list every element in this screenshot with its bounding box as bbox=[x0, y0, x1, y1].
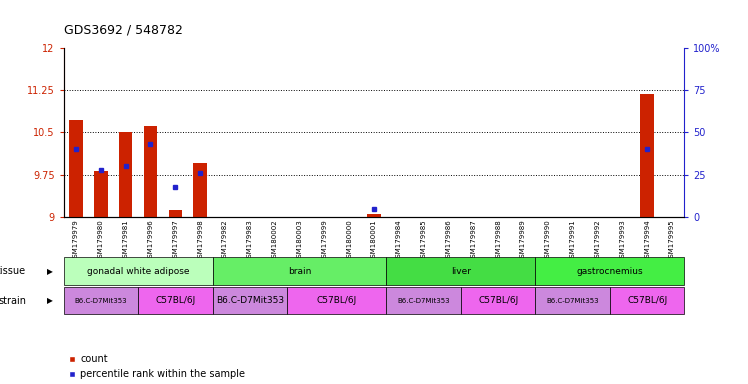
Bar bbox=[138, 287, 212, 314]
Bar bbox=[64, 287, 138, 314]
Text: GSM179990: GSM179990 bbox=[545, 219, 551, 262]
Bar bbox=[367, 214, 381, 217]
Bar bbox=[287, 287, 387, 314]
Text: GSM179989: GSM179989 bbox=[520, 219, 526, 262]
Text: GSM179993: GSM179993 bbox=[619, 219, 625, 262]
Text: GSM179996: GSM179996 bbox=[147, 219, 153, 262]
Text: GSM180002: GSM180002 bbox=[272, 219, 278, 262]
Text: ▶: ▶ bbox=[46, 266, 52, 276]
Bar bbox=[461, 287, 536, 314]
Text: tissue: tissue bbox=[0, 266, 26, 276]
Bar bbox=[536, 287, 610, 314]
Text: GSM180001: GSM180001 bbox=[371, 219, 377, 262]
Bar bbox=[144, 126, 157, 217]
Text: GSM179980: GSM179980 bbox=[98, 219, 104, 262]
Text: GSM179983: GSM179983 bbox=[247, 219, 253, 262]
Text: GSM179988: GSM179988 bbox=[495, 219, 501, 262]
Bar bbox=[64, 257, 212, 285]
Bar bbox=[610, 287, 684, 314]
Legend: count, percentile rank within the sample: count, percentile rank within the sample bbox=[68, 354, 245, 379]
Bar bbox=[193, 164, 207, 217]
Text: GSM179982: GSM179982 bbox=[222, 219, 228, 262]
Text: B6.C-D7Mit353: B6.C-D7Mit353 bbox=[75, 298, 127, 304]
Text: GSM179997: GSM179997 bbox=[172, 219, 178, 262]
Text: GSM179981: GSM179981 bbox=[123, 219, 129, 262]
Text: GSM179999: GSM179999 bbox=[322, 219, 328, 262]
Text: B6.C-D7Mit353: B6.C-D7Mit353 bbox=[215, 296, 284, 305]
Text: brain: brain bbox=[288, 266, 311, 276]
Text: C57BL/6J: C57BL/6J bbox=[478, 296, 518, 305]
Bar bbox=[168, 210, 183, 217]
Text: GSM180003: GSM180003 bbox=[296, 219, 302, 262]
Text: GSM179998: GSM179998 bbox=[197, 219, 203, 262]
Text: GSM179985: GSM179985 bbox=[420, 219, 426, 262]
Text: GSM179986: GSM179986 bbox=[446, 219, 452, 262]
Bar bbox=[94, 171, 108, 217]
Text: GSM179992: GSM179992 bbox=[595, 219, 601, 262]
Text: gastrocnemius: gastrocnemius bbox=[577, 266, 643, 276]
Text: C57BL/6J: C57BL/6J bbox=[155, 296, 195, 305]
Text: GSM180000: GSM180000 bbox=[346, 219, 352, 262]
Text: C57BL/6J: C57BL/6J bbox=[316, 296, 357, 305]
Bar bbox=[536, 257, 684, 285]
Text: GSM179984: GSM179984 bbox=[396, 219, 402, 262]
Bar bbox=[387, 257, 536, 285]
Bar bbox=[69, 120, 83, 217]
Bar bbox=[119, 132, 132, 217]
Text: B6.C-D7Mit353: B6.C-D7Mit353 bbox=[397, 298, 450, 304]
Text: gonadal white adipose: gonadal white adipose bbox=[87, 266, 189, 276]
Text: ▶: ▶ bbox=[46, 296, 52, 305]
Bar bbox=[640, 94, 654, 217]
Text: GSM179991: GSM179991 bbox=[570, 219, 576, 262]
Bar bbox=[212, 257, 387, 285]
Text: GDS3692 / 548782: GDS3692 / 548782 bbox=[64, 23, 183, 36]
Text: GSM179987: GSM179987 bbox=[470, 219, 476, 262]
Text: B6.C-D7Mit353: B6.C-D7Mit353 bbox=[546, 298, 599, 304]
Text: GSM179995: GSM179995 bbox=[669, 219, 675, 262]
Text: liver: liver bbox=[451, 266, 471, 276]
Bar bbox=[212, 287, 287, 314]
Text: strain: strain bbox=[0, 296, 26, 306]
Text: C57BL/6J: C57BL/6J bbox=[627, 296, 667, 305]
Text: GSM179979: GSM179979 bbox=[73, 219, 79, 262]
Text: GSM179994: GSM179994 bbox=[644, 219, 650, 262]
Bar bbox=[387, 287, 461, 314]
